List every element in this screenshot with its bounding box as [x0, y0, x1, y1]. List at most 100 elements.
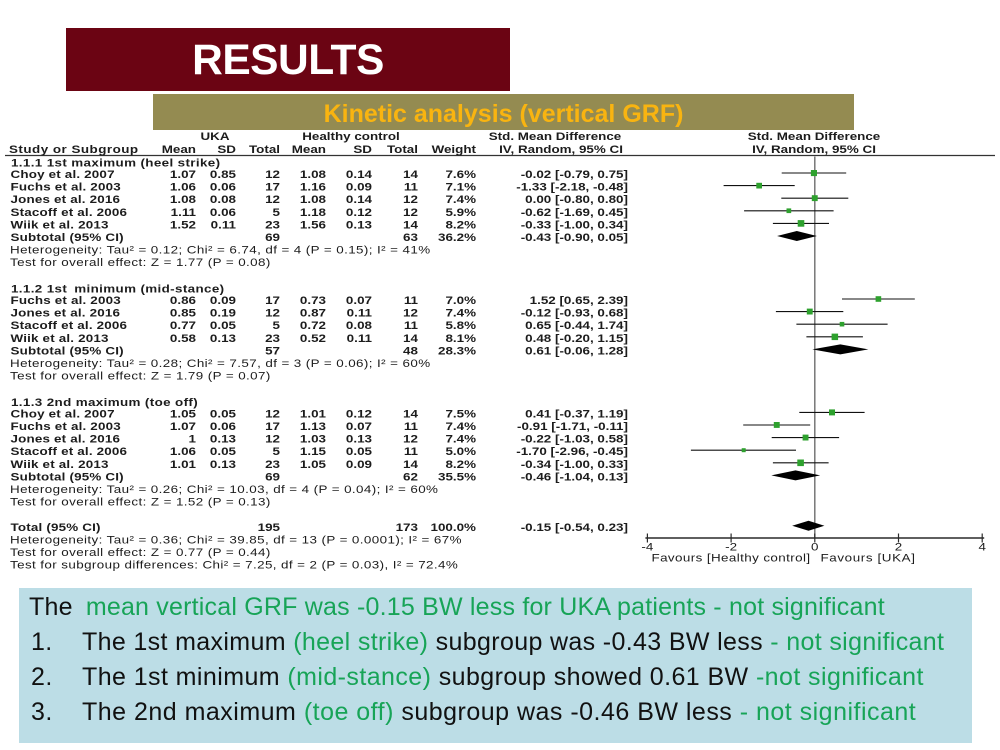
svg-text:0.05: 0.05	[210, 319, 236, 332]
svg-text:1.56: 1.56	[300, 219, 326, 232]
svg-text:Total: Total	[387, 143, 418, 156]
svg-text:8.2%: 8.2%	[445, 219, 476, 232]
svg-text:1.08: 1.08	[300, 193, 326, 206]
svg-text:Heterogeneity: Tau² = 0.12; Ch: Heterogeneity: Tau² = 0.12; Chi² = 6.74,…	[10, 244, 431, 257]
svg-text:0.05: 0.05	[346, 445, 372, 458]
svg-text:0.11: 0.11	[347, 307, 373, 320]
svg-text:0.08: 0.08	[346, 319, 372, 332]
svg-text:11: 11	[404, 319, 418, 332]
svg-text:Favours [UKA]: Favours [UKA]	[820, 552, 915, 565]
svg-text:7.4%: 7.4%	[445, 307, 476, 320]
svg-text:-0.12 [-0.93, 0.68]: -0.12 [-0.93, 0.68]	[521, 307, 628, 320]
svg-text:14: 14	[403, 219, 418, 232]
svg-text:1.06: 1.06	[170, 181, 196, 194]
svg-text:-1.33 [-2.18, -0.48]: -1.33 [-2.18, -0.48]	[516, 181, 628, 194]
svg-text:Choy et al. 2007: Choy et al. 2007	[11, 408, 115, 421]
svg-text:0.85: 0.85	[210, 168, 236, 181]
svg-text:1.07: 1.07	[170, 168, 196, 181]
svg-text:Healthy control: Healthy control	[302, 130, 400, 143]
svg-text:-0.91 [-1.71, -0.11]: -0.91 [-1.71, -0.11]	[517, 420, 628, 433]
svg-text:-0.02 [-0.79, 0.75]: -0.02 [-0.79, 0.75]	[521, 168, 628, 181]
svg-text:1.15: 1.15	[300, 445, 326, 458]
svg-text:1.11: 1.11	[171, 206, 197, 219]
svg-text:12: 12	[265, 408, 280, 421]
svg-text:0.06: 0.06	[210, 181, 236, 194]
svg-text:Fuchs et al. 2003: Fuchs et al. 2003	[11, 181, 121, 194]
svg-text:1.05: 1.05	[300, 458, 326, 471]
svg-text:35.5%: 35.5%	[438, 471, 476, 484]
svg-text:12: 12	[265, 433, 280, 446]
svg-text:1.13: 1.13	[300, 420, 326, 433]
svg-text:0.08: 0.08	[210, 193, 236, 206]
svg-text:Stacoff et al. 2006: Stacoff et al. 2006	[11, 445, 128, 458]
svg-text:-1.70 [-2.96, -0.45]: -1.70 [-2.96, -0.45]	[516, 445, 628, 458]
svg-text:0.41 [-0.37, 1.19]: 0.41 [-0.37, 1.19]	[525, 408, 628, 421]
svg-text:SD: SD	[353, 143, 372, 156]
svg-text:Test for overall effect: Z = 1: Test for overall effect: Z = 1.77 (P = 0…	[10, 256, 271, 269]
svg-text:62: 62	[403, 471, 418, 484]
svg-text:Total (95% CI): Total (95% CI)	[11, 521, 101, 534]
svg-text:2: 2	[895, 541, 903, 554]
svg-text:1.08: 1.08	[300, 168, 326, 181]
svg-text:7.4%: 7.4%	[445, 420, 476, 433]
svg-text:8.1%: 8.1%	[445, 332, 476, 345]
svg-text:14: 14	[403, 458, 418, 471]
svg-text:0.72: 0.72	[300, 319, 326, 332]
svg-text:Test for overall effect: Z = 1: Test for overall effect: Z = 1.79 (P = 0…	[10, 370, 271, 383]
svg-text:4: 4	[978, 541, 986, 554]
svg-text:0.65 [-0.44, 1.74]: 0.65 [-0.44, 1.74]	[525, 319, 628, 332]
svg-text:1.08: 1.08	[170, 193, 196, 206]
svg-text:Fuchs et al. 2003: Fuchs et al. 2003	[11, 420, 121, 433]
svg-text:7.1%: 7.1%	[445, 181, 476, 194]
svg-text:Study or Subgroup: Study or Subgroup	[9, 143, 139, 156]
svg-text:23: 23	[265, 332, 280, 345]
svg-text:48: 48	[403, 345, 418, 358]
svg-text:7.6%: 7.6%	[445, 168, 476, 181]
svg-text:5: 5	[273, 319, 281, 332]
svg-text:Subtotal (95% CI): Subtotal (95% CI)	[11, 471, 124, 484]
svg-text:23: 23	[265, 219, 280, 232]
svg-text:100.0%: 100.0%	[431, 521, 477, 534]
svg-text:0.77: 0.77	[170, 319, 196, 332]
svg-text:Stacoff et al. 2006: Stacoff et al. 2006	[11, 319, 128, 332]
svg-text:0.14: 0.14	[346, 193, 372, 206]
svg-text:17: 17	[265, 294, 280, 307]
svg-text:IV, Random, 95% CI: IV, Random, 95% CI	[499, 143, 623, 156]
svg-text:36.2%: 36.2%	[438, 231, 476, 244]
svg-text:Mean: Mean	[292, 143, 326, 156]
svg-text:14: 14	[403, 332, 418, 345]
svg-text:0.00 [-0.80, 0.80]: 0.00 [-0.80, 0.80]	[525, 193, 628, 206]
svg-text:0.13: 0.13	[346, 219, 372, 232]
svg-text:1.07: 1.07	[170, 420, 196, 433]
svg-text:12: 12	[403, 307, 418, 320]
svg-text:1.03: 1.03	[300, 433, 326, 446]
svg-text:0.58: 0.58	[170, 332, 196, 345]
svg-text:11: 11	[404, 420, 418, 433]
svg-text:1.01: 1.01	[300, 408, 326, 421]
svg-text:0.85: 0.85	[170, 307, 196, 320]
svg-text:12: 12	[265, 193, 280, 206]
svg-text:11: 11	[404, 294, 418, 307]
svg-text:IV, Random, 95% CI: IV, Random, 95% CI	[752, 143, 876, 156]
svg-text:1.06: 1.06	[170, 445, 196, 458]
svg-text:0.11: 0.11	[347, 332, 373, 345]
svg-text:0.07: 0.07	[346, 294, 372, 307]
svg-text:12: 12	[403, 433, 418, 446]
svg-text:Choy et al. 2007: Choy et al. 2007	[11, 168, 115, 181]
svg-text:0.19: 0.19	[210, 307, 236, 320]
svg-text:0: 0	[811, 541, 819, 554]
svg-text:0.12: 0.12	[346, 206, 372, 219]
svg-text:0.12: 0.12	[346, 408, 372, 421]
svg-text:1.01: 1.01	[170, 458, 196, 471]
svg-text:Jones et al. 2016: Jones et al. 2016	[11, 193, 121, 206]
svg-text:5.9%: 5.9%	[445, 206, 476, 219]
svg-text:1.1.2 1st minimum (mid-stance): 1.1.2 1st minimum (mid-stance)	[11, 283, 225, 296]
svg-text:0.61 [-0.06, 1.28]: 0.61 [-0.06, 1.28]	[525, 345, 628, 358]
svg-text:-0.15 [-0.54, 0.23]: -0.15 [-0.54, 0.23]	[521, 521, 628, 534]
svg-text:7.5%: 7.5%	[445, 408, 476, 421]
svg-text:12: 12	[265, 307, 280, 320]
svg-text:5: 5	[273, 445, 281, 458]
svg-text:0.09: 0.09	[346, 458, 372, 471]
svg-text:Wiik et al. 2013: Wiik et al. 2013	[11, 332, 109, 345]
svg-text:SD: SD	[217, 143, 236, 156]
